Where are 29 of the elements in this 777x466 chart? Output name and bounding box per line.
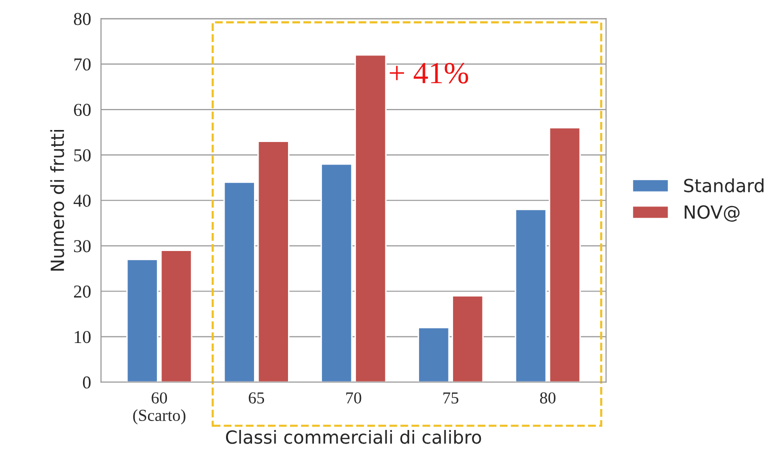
x-axis-title: Classi commerciali di calibro <box>226 430 482 444</box>
bar <box>126 258 158 382</box>
bar <box>160 250 192 382</box>
y-tick-label: 70 <box>74 58 91 71</box>
bar <box>257 140 290 382</box>
y-tick-label: 50 <box>74 149 91 162</box>
y-tick-label: 0 <box>82 376 91 389</box>
bar <box>320 163 353 382</box>
x-tick-label: 80 <box>540 392 556 404</box>
y-tick-label: 30 <box>74 240 91 252</box>
bar <box>548 126 581 382</box>
annotation: + 41% <box>390 62 468 84</box>
bar <box>418 326 450 382</box>
legend-label: Standard <box>684 178 764 192</box>
y-tick-label: 20 <box>74 286 91 298</box>
x-tick-label: 60 (Scarto) <box>133 392 186 424</box>
x-tick-label: 70 <box>346 392 362 404</box>
y-tick-label: 80 <box>74 12 91 26</box>
x-tick-label: 65 <box>248 392 264 404</box>
y-tick-label: 60 <box>74 104 91 116</box>
bar <box>354 54 387 382</box>
bar <box>452 295 484 382</box>
bar <box>514 208 547 382</box>
bar <box>223 182 256 382</box>
x-tick-label: 75 <box>443 392 458 404</box>
y-axis-title: Numero di frutti <box>50 130 64 271</box>
legend-label: NOV@ <box>684 205 740 222</box>
y-tick-label: 10 <box>74 330 91 344</box>
y-tick-label: 40 <box>74 194 91 207</box>
